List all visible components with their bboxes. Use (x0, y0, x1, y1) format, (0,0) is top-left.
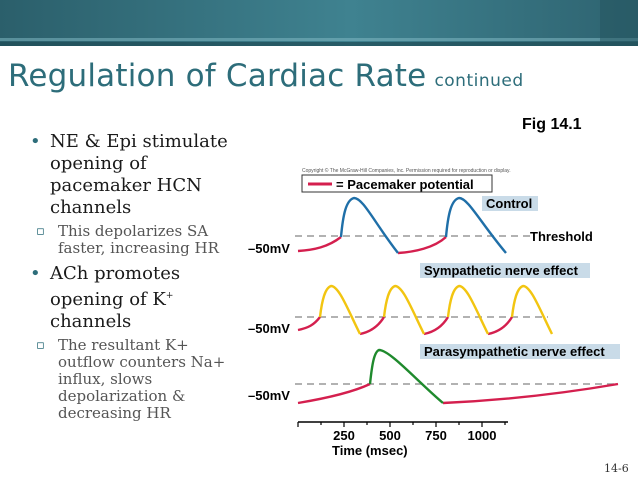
parasympathetic-action-potential (368, 348, 444, 404)
control-pacemaker-trace (297, 236, 447, 255)
page-number: 14-6 (604, 462, 629, 475)
x-tick-250: 250 (333, 428, 355, 443)
control-action-potential (339, 196, 507, 254)
slide-title: Regulation of Cardiac Rate continued (8, 58, 524, 94)
header-band (0, 0, 638, 46)
bullet-list: NE & Epi stimulate opening of pacemaker … (30, 131, 245, 428)
parasympathetic-pacemaker-trace (297, 382, 619, 405)
label-box-sympathetic (420, 263, 590, 278)
label-box-control (482, 196, 538, 211)
bullet-ach: ACh promotes opening of K+ channels (30, 263, 245, 333)
superscript-plus: + (165, 291, 174, 301)
label-mv-1: –50mV (248, 241, 290, 256)
title-continued: continued (434, 71, 524, 91)
sympathetic-pacemaker-trace (297, 316, 514, 336)
bullet-ach-tail: channels (50, 311, 132, 332)
bullet-ne-epi: NE & Epi stimulate opening of pacemaker … (30, 131, 245, 219)
x-tick-750: 750 (425, 428, 447, 443)
title-main: Regulation of Cardiac Rate (8, 58, 427, 94)
pacemaker-figure: Copyright © The McGraw-Hill Companies, I… (248, 160, 628, 460)
x-axis-ticks (297, 422, 506, 427)
label-mv-3: –50mV (248, 388, 290, 403)
x-tick-1000: 1000 (468, 428, 497, 443)
legend-box (301, 174, 493, 193)
label-mv-2: –50mV (248, 321, 290, 336)
label-threshold: Threshold (530, 229, 593, 244)
label-control: Control (486, 196, 532, 211)
x-axis-label: Time (msec) (332, 443, 408, 458)
copyright-text: Copyright © The McGraw-Hill Companies, I… (302, 167, 511, 174)
legend-text: = Pacemaker potential (336, 177, 474, 192)
label-box-parasympathetic (420, 344, 620, 359)
bullet-ach-text: ACh promotes opening of K (50, 263, 181, 310)
sub-bullet-sa: This depolarizes SA faster, increasing H… (34, 223, 245, 257)
figure-reference: Fig 14.1 (522, 116, 582, 133)
label-sympathetic: Sympathetic nerve effect (424, 263, 579, 278)
sympathetic-action-potential (318, 284, 554, 335)
x-tick-500: 500 (379, 428, 401, 443)
sub-bullet-k-outflow: The resultant K+ outflow counters Na+ in… (34, 337, 245, 422)
label-parasympathetic: Parasympathetic nerve effect (424, 344, 605, 359)
